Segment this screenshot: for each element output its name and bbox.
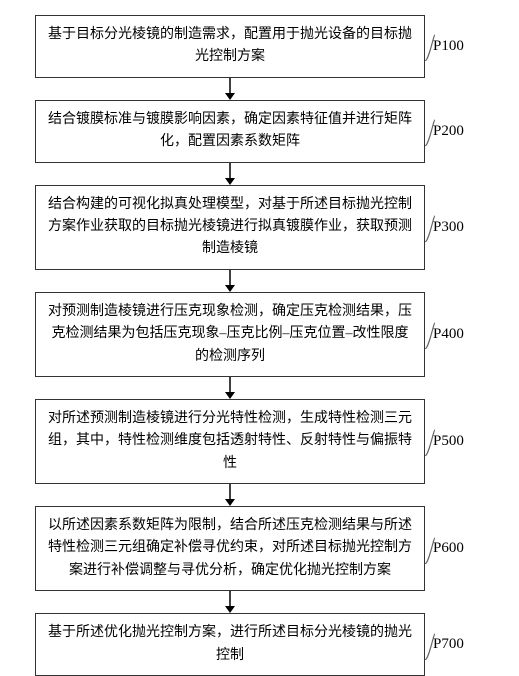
- step-label: P400: [433, 326, 464, 343]
- arrow-connector: [10, 163, 509, 185]
- step-label: P700: [433, 636, 464, 653]
- step-label: P600: [433, 540, 464, 557]
- flow-step: 结合镀膜标准与镀膜影响因素，确定因素特征值并进行矩阵化，配置因素系数矩阵 P200: [10, 100, 509, 163]
- step-label: P500: [433, 433, 464, 450]
- step-box: 以所述因素系数矩阵为限制，结合所述压克检测结果与所述特性检测三元组确定补偿寻优约…: [35, 506, 425, 591]
- step-box: 结合镀膜标准与镀膜影响因素，确定因素特征值并进行矩阵化，配置因素系数矩阵: [35, 100, 425, 163]
- arrow-connector: [10, 484, 509, 506]
- step-box: 基于目标分光棱镜的制造需求，配置用于抛光设备的目标抛光控制方案: [35, 15, 425, 78]
- flow-step: 基于所述优化抛光控制方案，进行所述目标分光棱镜的抛光控制 P700: [10, 613, 509, 676]
- step-box: 结合构建的可视化拟真处理模型，对基于所述目标抛光控制方案作业获取的目标抛光棱镜进…: [35, 185, 425, 270]
- step-label: P100: [433, 38, 464, 55]
- flow-step: 基于目标分光棱镜的制造需求，配置用于抛光设备的目标抛光控制方案 P100: [10, 15, 509, 78]
- step-label: P300: [433, 219, 464, 236]
- arrow-connector: [10, 78, 509, 100]
- step-box: 对预测制造棱镜进行压克现象检测，确定压克检测结果，压克检测结果为包括压克现象–压…: [35, 292, 425, 377]
- arrow-connector: [10, 270, 509, 292]
- flow-step: 结合构建的可视化拟真处理模型，对基于所述目标抛光控制方案作业获取的目标抛光棱镜进…: [10, 185, 509, 270]
- flow-step: 对预测制造棱镜进行压克现象检测，确定压克检测结果，压克检测结果为包括压克现象–压…: [10, 292, 509, 377]
- arrow-connector: [10, 377, 509, 399]
- step-box: 对所述预测制造棱镜进行分光特性检测，生成特性检测三元组，其中，特性检测维度包括透…: [35, 399, 425, 484]
- flow-step: 对所述预测制造棱镜进行分光特性检测，生成特性检测三元组，其中，特性检测维度包括透…: [10, 399, 509, 484]
- step-box: 基于所述优化抛光控制方案，进行所述目标分光棱镜的抛光控制: [35, 613, 425, 676]
- step-label: P200: [433, 123, 464, 140]
- flow-step: 以所述因素系数矩阵为限制，结合所述压克检测结果与所述特性检测三元组确定补偿寻优约…: [10, 506, 509, 591]
- arrow-connector: [10, 591, 509, 613]
